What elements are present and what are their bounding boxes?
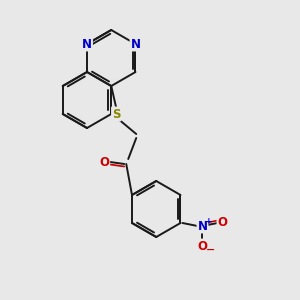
Text: O: O (218, 217, 227, 230)
Text: N: N (82, 38, 92, 50)
Text: O: O (99, 155, 109, 169)
Text: +: + (205, 217, 212, 226)
Text: N: N (197, 220, 208, 232)
Text: S: S (112, 107, 121, 121)
Text: N: N (130, 38, 140, 50)
Text: −: − (206, 245, 215, 255)
Text: O: O (197, 239, 208, 253)
